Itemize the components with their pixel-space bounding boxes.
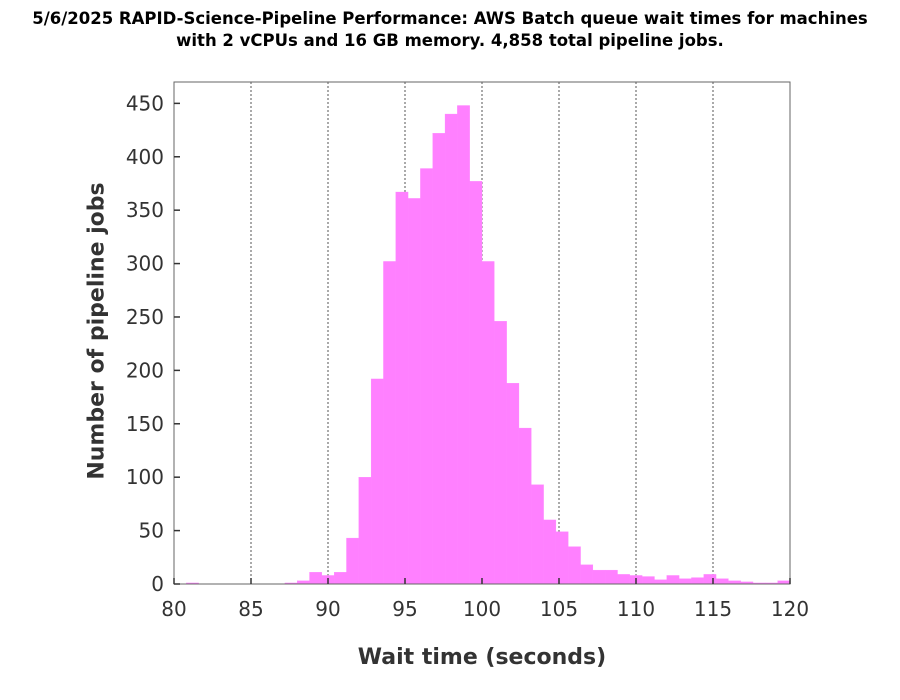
y-tick-label: 350	[126, 198, 164, 222]
histogram-bar	[691, 577, 704, 585]
histogram-bar	[494, 321, 507, 585]
histogram-bar	[457, 105, 470, 585]
histogram-bar	[531, 484, 544, 585]
x-tick-label: 110	[617, 597, 655, 621]
chart-title-line-1: 5/6/2025 RAPID-Science-Pipeline Performa…	[32, 9, 868, 28]
histogram-bar	[420, 168, 433, 585]
histogram-bar	[654, 579, 667, 585]
histogram-bar	[395, 191, 409, 585]
histogram-bar	[358, 477, 372, 585]
histogram-bar	[703, 574, 717, 585]
histogram-bar	[309, 572, 322, 585]
x-tick-label: 115	[694, 597, 732, 621]
y-axis-label: Number of pipeline jobs	[85, 182, 110, 479]
histogram-bar	[580, 564, 594, 585]
axis-ticks: 80 85 90 95 100 105 110 115 120 0 50 100 150 200 250 30…	[126, 91, 809, 621]
y-tick-label: 400	[126, 145, 164, 169]
x-axis-label: Wait time (seconds)	[358, 645, 606, 670]
y-tick-label: 100	[126, 465, 164, 489]
histogram-bar	[444, 113, 458, 585]
chart-title: 5/6/2025 RAPID-Science-Pipeline Performa…	[0, 8, 900, 52]
histogram-bar	[346, 537, 359, 585]
histogram-bar	[666, 575, 680, 585]
x-tick-label: 95	[392, 597, 417, 621]
y-tick-label: 200	[126, 358, 164, 382]
x-tick-label: 120	[771, 597, 809, 621]
histogram-bar	[568, 546, 581, 585]
y-tick-label: 150	[126, 412, 164, 436]
chart-title-line-2: with 2 vCPUs and 16 GB memory. 4,858 tot…	[176, 31, 724, 50]
y-tick-label: 50	[139, 519, 164, 543]
x-tick-label: 105	[540, 597, 578, 621]
histogram-bar	[407, 198, 421, 585]
histogram-bar	[555, 531, 569, 585]
y-tick-label: 0	[151, 572, 164, 596]
histogram-bar	[605, 569, 618, 585]
histogram-bars	[186, 105, 791, 585]
x-tick-label: 100	[463, 597, 501, 621]
histogram-bar	[370, 378, 384, 585]
histogram-bar	[715, 578, 729, 585]
histogram-bar	[334, 572, 347, 585]
histogram-bar	[481, 261, 495, 585]
x-tick-label: 85	[238, 597, 263, 621]
histogram-bar	[592, 569, 606, 585]
x-tick-label: 90	[315, 597, 340, 621]
histogram-bar	[506, 383, 520, 585]
y-tick-label: 300	[126, 252, 164, 276]
y-tick-label: 450	[126, 91, 164, 115]
histogram-bar	[617, 574, 630, 585]
histogram-bar	[543, 519, 557, 585]
histogram-bar	[678, 578, 692, 585]
histogram-bar	[383, 261, 396, 585]
x-tick-label: 80	[161, 597, 186, 621]
histogram-bar	[518, 427, 532, 585]
histogram-bar	[642, 576, 655, 585]
histogram-bar	[469, 181, 483, 585]
y-tick-label: 250	[126, 305, 164, 329]
histogram-bar	[432, 133, 446, 585]
